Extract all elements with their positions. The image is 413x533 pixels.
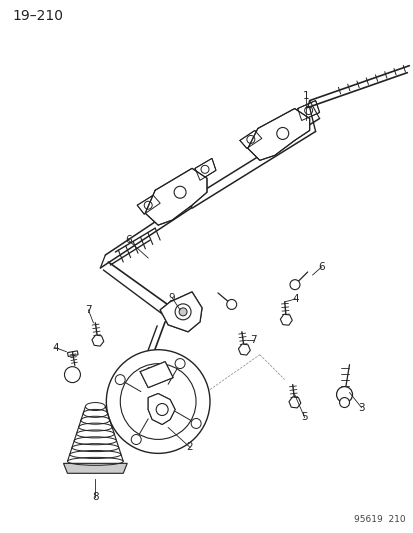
Text: 5: 5 <box>301 413 307 423</box>
Circle shape <box>191 418 201 429</box>
Circle shape <box>175 359 185 368</box>
Polygon shape <box>160 292 202 332</box>
Text: 95619  210: 95619 210 <box>353 515 404 524</box>
Text: 7: 7 <box>250 335 256 345</box>
Text: 2: 2 <box>186 442 193 453</box>
Polygon shape <box>140 362 173 387</box>
Circle shape <box>115 375 125 385</box>
Circle shape <box>64 367 80 383</box>
Text: 4: 4 <box>52 343 59 353</box>
Text: 6: 6 <box>125 235 131 245</box>
Text: 9: 9 <box>169 293 175 303</box>
Polygon shape <box>195 158 216 180</box>
Text: 6: 6 <box>318 262 324 272</box>
Circle shape <box>226 300 236 310</box>
Circle shape <box>156 403 168 416</box>
Circle shape <box>289 280 299 289</box>
Circle shape <box>131 434 141 445</box>
Polygon shape <box>148 393 175 424</box>
Circle shape <box>179 308 187 316</box>
Circle shape <box>339 398 349 408</box>
Polygon shape <box>247 109 309 160</box>
Polygon shape <box>239 131 261 148</box>
Text: 4: 4 <box>292 294 298 304</box>
Polygon shape <box>67 351 78 357</box>
Circle shape <box>175 304 190 320</box>
Polygon shape <box>145 168 206 225</box>
Text: 1: 1 <box>301 91 308 101</box>
Text: 3: 3 <box>357 402 364 413</box>
Text: 8: 8 <box>92 492 98 502</box>
Polygon shape <box>297 101 319 120</box>
Text: 19–210: 19–210 <box>13 9 64 23</box>
Circle shape <box>336 386 351 402</box>
Text: 7: 7 <box>85 305 92 315</box>
Circle shape <box>174 186 185 198</box>
Polygon shape <box>63 463 127 473</box>
Circle shape <box>106 350 209 454</box>
Circle shape <box>276 127 288 140</box>
Polygon shape <box>137 195 160 214</box>
